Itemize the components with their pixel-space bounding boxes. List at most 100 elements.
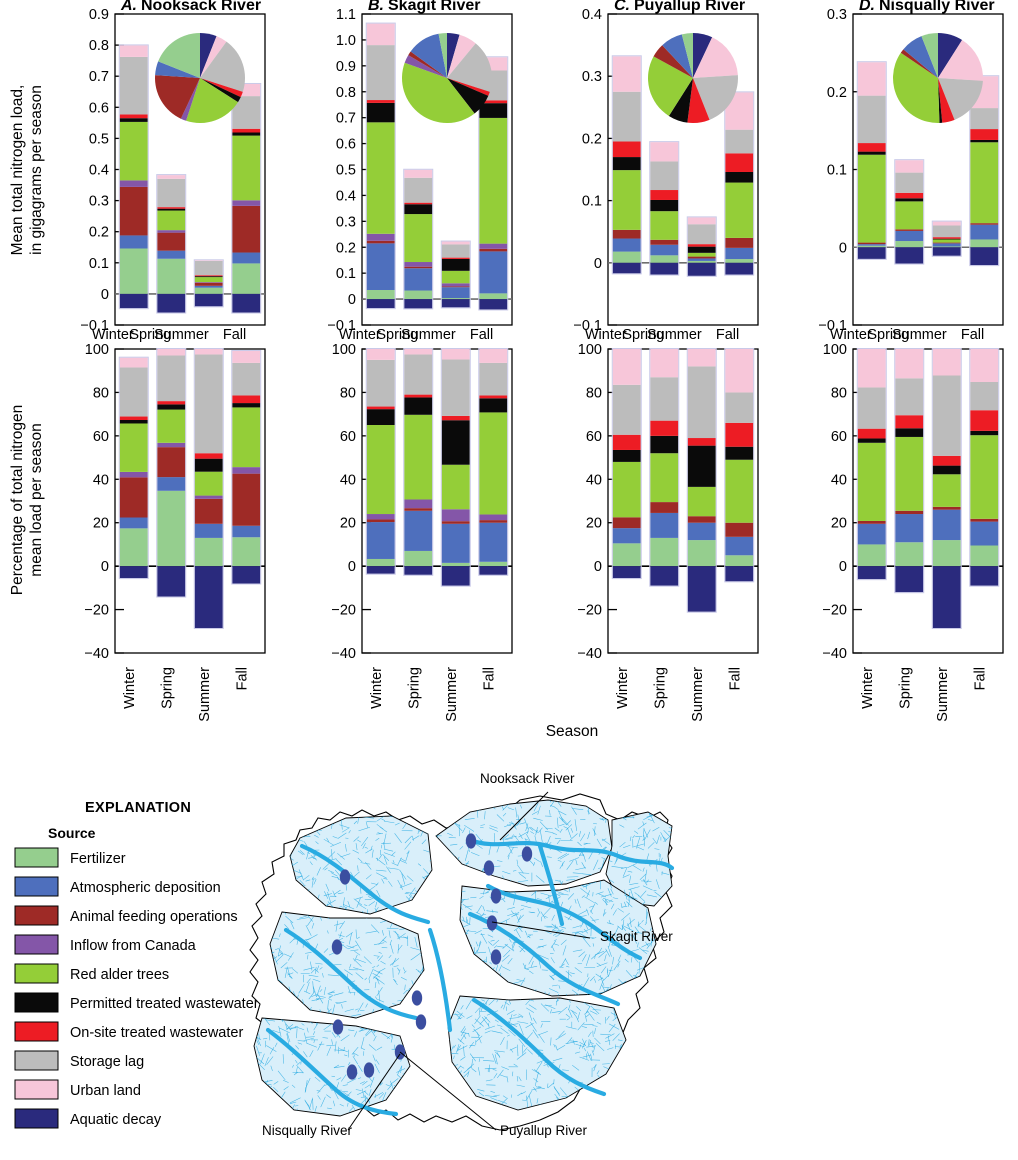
bar-segment bbox=[857, 245, 886, 248]
map-tributary bbox=[504, 1001, 510, 1006]
bar-segment bbox=[970, 139, 999, 143]
bar-summer bbox=[931, 220, 962, 257]
map-tributary bbox=[581, 1026, 587, 1028]
map-tributary bbox=[474, 930, 482, 934]
map-tributary bbox=[385, 1130, 389, 1135]
map-tributary bbox=[377, 968, 386, 973]
map-tributary bbox=[379, 1125, 382, 1134]
y-tick-label: 0 bbox=[348, 559, 356, 575]
legend-label-storage-lag: Storage lag bbox=[70, 1054, 144, 1070]
map-tributary bbox=[671, 1073, 672, 1084]
legend-label-atmospheric-deposition: Atmospheric deposition bbox=[70, 880, 221, 896]
y-tick-label: −40 bbox=[331, 646, 356, 662]
map-tributary bbox=[465, 999, 473, 1010]
map-tributary bbox=[494, 1050, 505, 1053]
map-tributary bbox=[266, 836, 269, 840]
map-tributary bbox=[530, 961, 534, 968]
map-tributary bbox=[658, 1044, 665, 1051]
map-tributary bbox=[535, 1061, 543, 1072]
map-tributary bbox=[280, 962, 288, 969]
map-tributary bbox=[327, 1000, 329, 1010]
map-tributary bbox=[550, 1037, 552, 1046]
map-tributary bbox=[544, 915, 548, 918]
map-tributary bbox=[592, 1025, 598, 1027]
bar-outline bbox=[478, 348, 509, 576]
map-tributary bbox=[339, 1103, 344, 1107]
map-tributary bbox=[352, 810, 355, 815]
map-tributary bbox=[325, 883, 330, 892]
map-tributary bbox=[590, 903, 596, 913]
map-tributary bbox=[494, 1019, 499, 1023]
map-tributary bbox=[612, 956, 614, 965]
map-tributary bbox=[372, 966, 376, 968]
map-tributary bbox=[332, 836, 338, 839]
map-tributary bbox=[587, 1010, 595, 1021]
map-tributary bbox=[381, 930, 384, 936]
map-tributary bbox=[646, 1072, 656, 1082]
map-tributary bbox=[331, 1004, 336, 1016]
map-tributary bbox=[423, 788, 425, 800]
map-tributary bbox=[510, 1048, 514, 1053]
bar-segment bbox=[404, 510, 433, 551]
map-tributary bbox=[607, 888, 612, 897]
map-tributary bbox=[585, 1014, 590, 1018]
map-tributary bbox=[575, 1051, 581, 1054]
map-tributary bbox=[617, 1099, 626, 1109]
map-tributary bbox=[590, 1041, 594, 1045]
map-tributary bbox=[383, 803, 392, 812]
map-tributary bbox=[484, 1030, 491, 1034]
map-tributary bbox=[355, 843, 358, 851]
map-tributary bbox=[503, 949, 511, 958]
map-tributary bbox=[643, 835, 645, 847]
map-tributary bbox=[301, 1023, 305, 1026]
y-tick-label: 0.6 bbox=[89, 100, 109, 116]
map-tributary bbox=[623, 1078, 626, 1086]
map-label-leader bbox=[347, 1053, 401, 1131]
map-tributary bbox=[629, 1119, 638, 1121]
y-tick-label: 0.3 bbox=[827, 7, 847, 23]
map-tributary bbox=[500, 918, 510, 924]
bar-segment bbox=[404, 202, 433, 205]
map-tributary bbox=[412, 835, 414, 841]
map-tributary bbox=[290, 921, 295, 930]
bar-winter bbox=[856, 348, 887, 581]
map-tributary bbox=[456, 1044, 460, 1053]
bar-segment bbox=[366, 240, 395, 244]
map-tributary bbox=[545, 1004, 556, 1010]
map-tributary bbox=[314, 1105, 317, 1112]
map-tributary bbox=[474, 1007, 480, 1014]
map-tributary bbox=[472, 1026, 482, 1033]
map-tributary bbox=[353, 967, 365, 971]
map-gauge-marker bbox=[486, 915, 498, 931]
map-tributary bbox=[507, 912, 517, 916]
bar-segment bbox=[157, 442, 186, 448]
map-tributary bbox=[357, 865, 359, 872]
map-tributary bbox=[665, 1098, 670, 1101]
map-tributary bbox=[256, 832, 265, 842]
bar-segment bbox=[441, 562, 470, 567]
map-tributary bbox=[616, 1115, 622, 1116]
map-tributary bbox=[448, 808, 457, 813]
bar-segment bbox=[194, 282, 223, 283]
map-tributary bbox=[476, 1032, 482, 1044]
map-tributary bbox=[357, 1002, 364, 1013]
y-tick-label: 0.5 bbox=[89, 131, 109, 147]
map-tributary bbox=[500, 898, 505, 900]
map-tributary bbox=[449, 1123, 456, 1132]
map-tributary bbox=[378, 1093, 385, 1099]
map-tributary bbox=[317, 1095, 321, 1100]
map-tributary bbox=[290, 805, 297, 809]
map-tributary bbox=[671, 832, 672, 834]
map-tributary bbox=[285, 1023, 292, 1031]
map-tributary bbox=[476, 904, 483, 913]
map-tributary bbox=[369, 1131, 375, 1138]
map-tributary bbox=[519, 1023, 524, 1035]
pie-slice bbox=[401, 62, 475, 124]
season-tick-label: Winter bbox=[830, 327, 872, 343]
map-tributary bbox=[365, 1003, 368, 1008]
bar-segment bbox=[970, 382, 999, 411]
season-tick-label: Winter bbox=[339, 327, 381, 343]
map-tributary bbox=[559, 860, 565, 869]
map-tributary bbox=[661, 1024, 664, 1033]
